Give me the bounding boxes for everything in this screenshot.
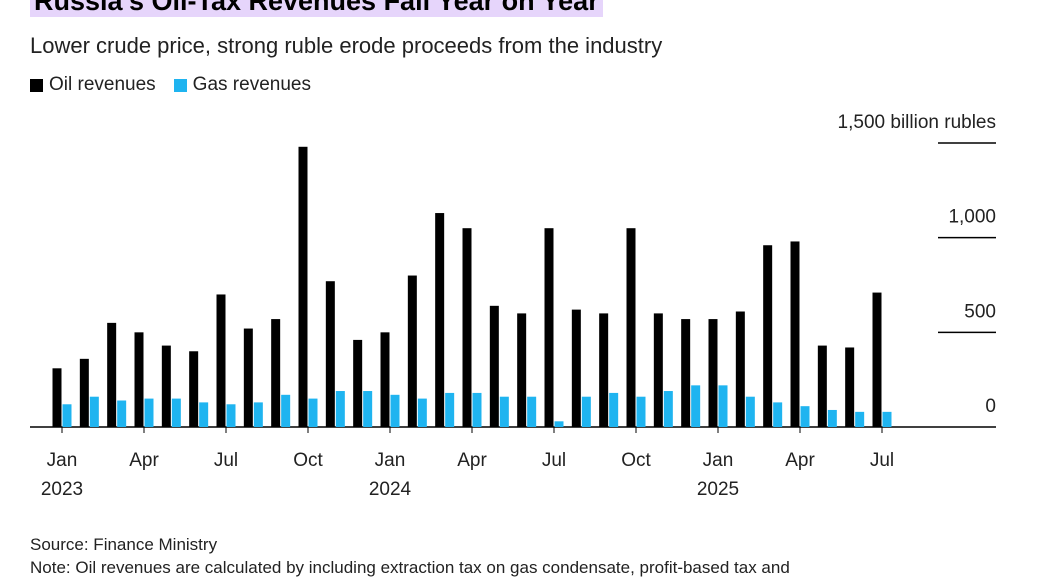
legend-item: Oil revenues xyxy=(30,74,156,96)
bar xyxy=(489,305,499,427)
x-tick-label: Jan 2023 xyxy=(40,450,84,500)
bar xyxy=(462,228,472,427)
chart-title: Russia's Oil-Tax Revenues Fall Year on Y… xyxy=(30,0,603,17)
bar xyxy=(144,398,154,427)
bar xyxy=(353,339,363,427)
bar xyxy=(517,313,527,427)
x-tick-label: Jul xyxy=(213,450,239,471)
bar xyxy=(335,391,345,427)
legend-label: Oil revenues xyxy=(49,74,156,95)
x-tick-label: Oct xyxy=(293,450,323,471)
bar xyxy=(581,396,591,427)
bar xyxy=(107,322,117,427)
bar xyxy=(691,385,701,427)
bar xyxy=(663,391,673,427)
bar xyxy=(134,332,144,427)
bar xyxy=(308,398,318,427)
bar xyxy=(636,396,646,427)
legend-label: Gas revenues xyxy=(192,74,311,95)
bar xyxy=(626,228,636,427)
bar xyxy=(271,319,281,427)
legend-swatch xyxy=(30,78,43,92)
bar xyxy=(363,391,373,427)
bar xyxy=(253,402,263,427)
bar xyxy=(855,411,865,427)
bar xyxy=(817,345,827,427)
bar xyxy=(845,347,855,427)
bar xyxy=(554,421,564,427)
bar xyxy=(445,392,455,427)
bar xyxy=(472,392,482,427)
bar xyxy=(417,398,427,427)
y-tick-label: 1,000 xyxy=(948,207,996,228)
bar xyxy=(52,368,62,427)
bar xyxy=(189,351,199,427)
bar xyxy=(161,345,171,427)
bar xyxy=(681,319,691,427)
bar xyxy=(544,228,554,427)
bar xyxy=(609,392,619,427)
x-tick-label: Jul xyxy=(869,450,895,471)
y-tick-label: 0 xyxy=(985,396,996,417)
bar xyxy=(773,402,783,427)
bar xyxy=(499,396,509,427)
bar xyxy=(882,411,892,427)
bar xyxy=(653,313,663,427)
bar xyxy=(527,396,537,427)
bar xyxy=(800,406,810,427)
x-tick-label: Jan 2024 xyxy=(368,450,412,500)
bar xyxy=(745,396,755,427)
bar xyxy=(171,398,181,427)
bar xyxy=(216,294,226,427)
bar xyxy=(62,404,72,427)
x-tick-label: Apr xyxy=(457,450,487,471)
bar xyxy=(79,358,89,427)
bar xyxy=(325,281,335,427)
bar xyxy=(790,241,800,427)
bar xyxy=(298,146,308,427)
bar xyxy=(89,396,99,427)
x-tick-label: Apr xyxy=(785,450,815,471)
bar xyxy=(708,319,718,427)
bar xyxy=(281,394,291,427)
y-tick-label: 500 xyxy=(964,301,996,322)
bar xyxy=(435,213,445,427)
bar xyxy=(380,332,390,427)
chart-subtitle: Lower crude price, strong ruble erode pr… xyxy=(30,33,663,58)
bar xyxy=(226,404,236,427)
bar xyxy=(872,292,882,427)
bar xyxy=(718,385,728,427)
bar xyxy=(199,402,209,427)
bar xyxy=(827,409,837,427)
legend: Oil revenues Gas revenues xyxy=(30,74,311,96)
y-tick-label: 1,500 billion rubles xyxy=(838,112,996,133)
x-tick-label: Apr xyxy=(129,450,159,471)
bar xyxy=(117,400,127,427)
legend-item: Gas revenues xyxy=(173,74,311,96)
bar xyxy=(571,309,581,427)
source: Source: Finance Ministry xyxy=(30,535,218,554)
x-tick-label: Jul xyxy=(541,450,567,471)
bar xyxy=(243,328,253,427)
bar xyxy=(390,394,400,427)
bar xyxy=(763,245,773,427)
legend-swatch xyxy=(173,78,187,92)
bar xyxy=(407,275,417,427)
bar xyxy=(735,311,745,427)
x-tick-label: Oct xyxy=(621,450,651,471)
note: Note: Oil revenues are calculated by inc… xyxy=(30,558,790,577)
bar xyxy=(599,313,609,427)
x-tick-label: Jan 2025 xyxy=(696,450,740,500)
